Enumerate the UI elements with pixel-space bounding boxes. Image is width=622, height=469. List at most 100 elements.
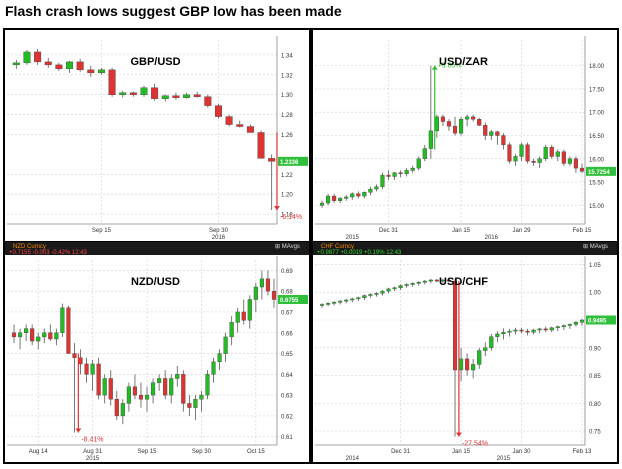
candle-body xyxy=(253,286,258,300)
y-tick-label: 0.62 xyxy=(281,414,293,420)
candle-body xyxy=(108,69,116,95)
usdchf-chart: CHF Curncy ⊞ MAvgs +0.9877 +0.0019 +0.19% … xyxy=(313,242,617,462)
candle-body xyxy=(225,116,233,125)
candle-body xyxy=(471,364,476,371)
candle-body xyxy=(531,160,536,163)
candle-body xyxy=(374,186,379,190)
x-year-label: 2015 xyxy=(86,456,100,462)
candle-body xyxy=(537,158,542,163)
candle-body xyxy=(386,174,391,177)
candle-body xyxy=(440,279,446,282)
candle-body xyxy=(199,394,204,400)
candle-body xyxy=(24,328,29,333)
x-tick-label: Jan 29 xyxy=(513,228,532,234)
candle-body xyxy=(422,148,427,159)
candle-body xyxy=(181,374,186,404)
candle-body xyxy=(368,188,373,193)
panel-header-bar xyxy=(313,242,617,255)
candle-body xyxy=(332,302,337,304)
candle-body xyxy=(507,330,512,333)
candle-body xyxy=(338,198,343,201)
current-price-label: 1.2336 xyxy=(280,160,299,166)
ticker-label: CHF Curncy xyxy=(321,244,354,250)
y-tick-label: 0.68 xyxy=(281,290,293,296)
candle-body xyxy=(23,51,31,64)
candle-body xyxy=(325,303,331,305)
chart-title: USD/ZAR xyxy=(439,56,488,68)
candle-body xyxy=(102,378,107,396)
candle-body xyxy=(495,333,500,337)
y-tick-label: 0.85 xyxy=(589,374,601,380)
candle-body xyxy=(579,319,585,323)
y-tick-label: 18.00 xyxy=(589,64,605,70)
candle-body xyxy=(452,280,458,371)
candle-body xyxy=(579,167,585,172)
x-tick-label: Jan 15 xyxy=(452,228,471,234)
candle-body xyxy=(325,195,331,204)
annotation-label: -27.54% xyxy=(462,441,488,448)
candle-body xyxy=(519,144,524,157)
y-tick-label: 17.50 xyxy=(589,87,605,93)
candle-body xyxy=(241,311,246,321)
x-tick-label: Aug 31 xyxy=(83,449,103,455)
candle-body xyxy=(404,170,409,174)
candle-body xyxy=(531,329,536,333)
mavgs-label: ⊞ MAvgs xyxy=(275,244,300,250)
x-tick-label: Jan 30 xyxy=(513,449,532,455)
annotation-label: +9.85% xyxy=(438,63,462,70)
candle-body xyxy=(458,118,464,134)
candle-body xyxy=(416,282,421,284)
candle-body xyxy=(392,172,397,177)
candle-body xyxy=(114,399,119,417)
candle-body xyxy=(422,280,427,283)
candle-body xyxy=(501,332,506,335)
x-tick-label: Feb 13 xyxy=(573,449,592,455)
current-price-label: 15.7254 xyxy=(588,170,610,176)
current-price-label: 0.6755 xyxy=(280,298,299,304)
x-tick-label: Dec 31 xyxy=(391,449,411,455)
usdzar-chart: 18.00 17.50 17.00 16.50 16.00 15.50 15.00 Dec 3… xyxy=(315,36,616,241)
x-tick-label: Aug 14 xyxy=(29,449,49,455)
candle-body xyxy=(428,279,433,282)
current-price-box xyxy=(586,166,616,176)
y-tick-label: 1.28 xyxy=(281,113,293,119)
candle-body xyxy=(344,196,349,199)
candle-body xyxy=(471,116,476,120)
candle-body xyxy=(48,332,53,340)
x-tick-label: Oct 15 xyxy=(247,449,265,455)
candle-body xyxy=(193,94,201,97)
chart-title: NZD/USD xyxy=(131,276,180,288)
annotation-label: -6.14% xyxy=(280,214,302,221)
candle-body xyxy=(319,202,325,206)
candle-body xyxy=(204,96,212,106)
candle-body xyxy=(404,284,409,286)
candle-body xyxy=(410,283,415,285)
candle-body xyxy=(246,126,254,133)
y-tick-label: 1.26 xyxy=(281,133,293,139)
candle-body xyxy=(489,131,494,136)
candle-body xyxy=(172,95,180,98)
candle-body xyxy=(144,394,150,400)
current-price-label: 0.9495 xyxy=(588,319,607,325)
x-tick-label: Feb 15 xyxy=(573,228,592,234)
candle-body xyxy=(368,294,373,296)
candle-body xyxy=(477,350,482,365)
candle-body xyxy=(66,307,71,354)
y-tick-label: 1.34 xyxy=(281,53,293,59)
current-price-box xyxy=(586,315,616,325)
candle-body xyxy=(501,135,506,146)
candle-body xyxy=(87,69,95,74)
candle-body xyxy=(157,378,162,383)
candle-body xyxy=(519,329,524,332)
candle-body xyxy=(350,298,355,301)
x-year-label: 2016 xyxy=(485,235,499,241)
candle-body xyxy=(555,326,560,328)
candle-body xyxy=(465,116,470,120)
candle-body xyxy=(268,158,276,162)
x-year-label: 2015 xyxy=(346,235,360,241)
candle-body xyxy=(55,64,63,70)
chart-title: GBP/USD xyxy=(130,56,180,68)
candle-body xyxy=(507,144,512,162)
x-year-label: 2016 xyxy=(212,235,226,241)
candle-body xyxy=(374,293,379,295)
